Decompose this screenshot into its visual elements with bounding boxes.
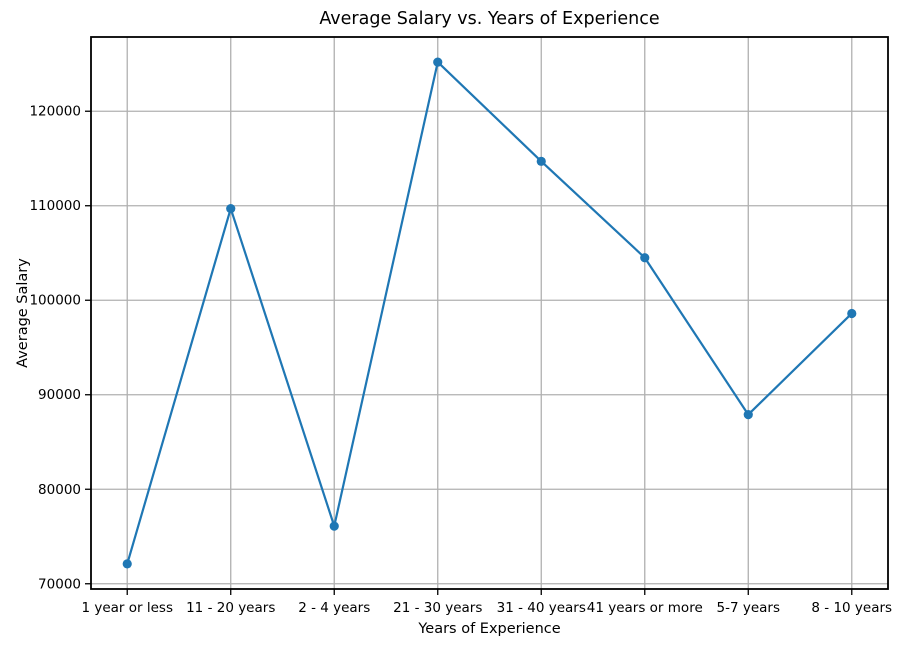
tick-layer: 70000 80000 90000 100000 110000 120000 1 year … xyxy=(29,104,892,616)
y-tick-label: 100000 xyxy=(29,293,81,309)
data-point-marker xyxy=(640,253,650,263)
y-tick-label: 70000 xyxy=(38,576,81,592)
x-tick-label: 31 - 40 years xyxy=(497,600,586,616)
y-tick-label: 110000 xyxy=(29,198,81,214)
x-tick-label: 21 - 30 years xyxy=(393,600,482,616)
grid-layer xyxy=(91,37,888,589)
x-tick-label: 1 year or less xyxy=(81,600,173,616)
data-point-marker xyxy=(743,409,753,420)
x-tick-label: 5-7 years xyxy=(717,600,781,616)
x-tick-label: 2 - 4 years xyxy=(298,600,370,616)
data-point-marker xyxy=(536,156,546,166)
series-layer xyxy=(122,57,857,569)
y-tick-label: 90000 xyxy=(38,387,81,403)
data-line xyxy=(126,60,853,566)
data-point-marker xyxy=(226,203,236,214)
y-tick-label: 120000 xyxy=(29,104,81,120)
data-point-marker xyxy=(847,308,857,319)
x-axis-label: Years of Experience xyxy=(417,621,560,637)
data-point-marker xyxy=(329,521,339,531)
x-tick-label: 41 years or more xyxy=(587,600,703,616)
frame-layer xyxy=(90,36,889,590)
chart-title: Average Salary vs. Years of Experience xyxy=(319,9,659,29)
x-tick-label: 11 - 20 years xyxy=(186,600,275,616)
data-point-marker xyxy=(122,559,132,569)
x-tick-label: 8 - 10 years xyxy=(811,600,892,616)
plot-frame xyxy=(90,36,889,590)
data-point-marker xyxy=(433,57,443,67)
y-tick-label: 80000 xyxy=(38,482,81,498)
y-axis-label: Average Salary xyxy=(15,258,31,368)
